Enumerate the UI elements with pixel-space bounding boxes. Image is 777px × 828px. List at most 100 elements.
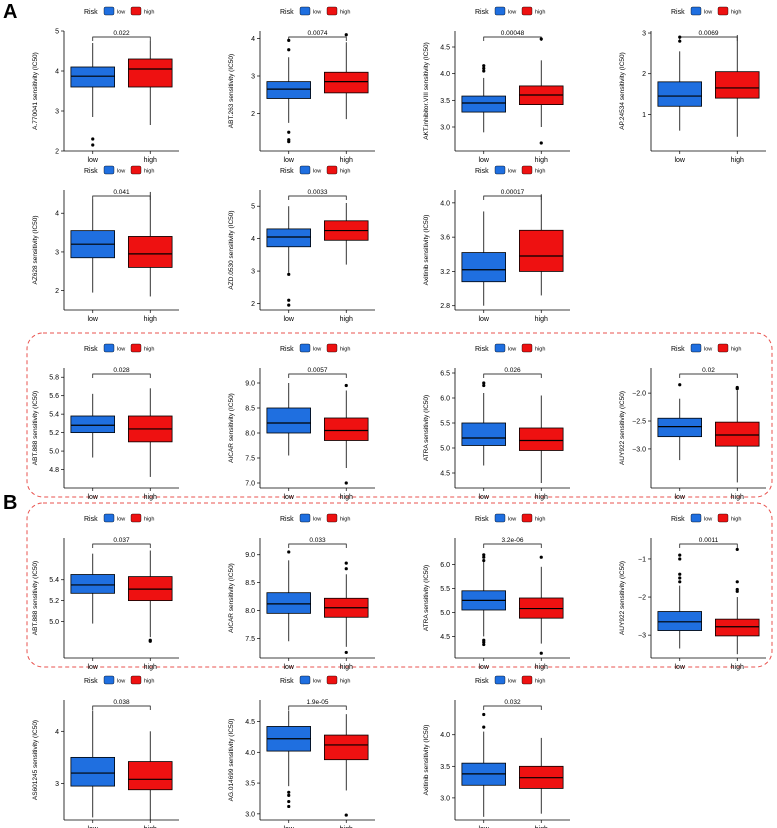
box-high (715, 35, 760, 137)
legend: Risk low high (475, 6, 545, 16)
box-body (70, 415, 116, 434)
p-value-label: 0.02 (702, 367, 715, 374)
y-tick-label: 4.0 (440, 71, 450, 78)
significance-bracket (483, 36, 542, 41)
box-low (657, 383, 703, 461)
x-tick-label: low (478, 494, 489, 501)
chart-4: Risk low high 1 2 3 AP.24534 sensitivity (IC50… (619, 6, 766, 164)
y-tick-label: 4.0 (440, 732, 450, 739)
significance-bracket (92, 543, 151, 548)
x-tick-label: high (144, 316, 157, 323)
legend-label-low: low (117, 10, 125, 16)
p-value-label: 0.032 (504, 699, 521, 706)
box-body (127, 58, 173, 88)
significance-bracket (288, 36, 347, 41)
x-tick-label: high (144, 664, 157, 671)
y-tick-label: 2 (251, 301, 255, 308)
y-axis-label: ABT.263 sensitivity (IC50) (228, 54, 235, 128)
legend-title: Risk (671, 9, 685, 16)
y-tick-label: 3.0 (440, 125, 450, 132)
y-tick-label: 2 (55, 288, 59, 295)
x-tick-label: low (674, 157, 685, 164)
x-tick-label: low (283, 316, 294, 323)
y-axis-label: AUY922 sensitivity (IC50) (619, 561, 626, 635)
x-tick-label: low (87, 664, 98, 671)
box-low (657, 553, 703, 649)
outlier-point (287, 790, 291, 794)
box-low (461, 64, 506, 133)
y-axis-label: AG.014699 sensitivity (IC50) (228, 719, 235, 802)
box-high (323, 383, 369, 485)
y-axis-label: A.770041 sensitivity (IC50) (32, 52, 39, 130)
significance-bracket (679, 543, 738, 548)
p-value-label: 0.0074 (308, 30, 328, 37)
panel-label-b: B (3, 492, 17, 514)
box-body (715, 71, 760, 99)
legend-swatch-high (326, 675, 338, 685)
x-tick-label: high (144, 494, 157, 501)
p-value-label: 0.041 (113, 189, 130, 196)
y-tick-label: −2.0 (632, 391, 646, 398)
outlier-point (287, 793, 291, 797)
box-body (323, 71, 369, 94)
y-tick-label: 5.0 (49, 619, 59, 626)
chart-9: Risk low high 7.0 7.5 8.0 8.5 9.0 AICAR sensitiv… (228, 343, 375, 501)
y-tick-label: 2 (55, 149, 59, 156)
y-tick-label: −3 (638, 633, 646, 640)
x-tick-label: high (535, 157, 548, 164)
outlier-point (735, 580, 739, 584)
outlier-point (287, 804, 291, 809)
y-tick-label: 5.0 (440, 610, 450, 617)
box-high (519, 395, 564, 483)
y-tick-label: 6.0 (440, 396, 450, 403)
box-high (519, 37, 564, 145)
box-high (323, 714, 369, 817)
legend-title: Risk (84, 346, 98, 353)
y-axis-label: AZ628 sensitivity (IC50) (32, 216, 39, 285)
y-tick-label: 2 (642, 71, 646, 78)
x-tick-label: high (731, 157, 744, 164)
outlier-point (287, 550, 291, 554)
p-value-label: 0.022 (113, 30, 130, 37)
legend-label-high: high (144, 679, 154, 685)
y-axis-label: ATRA sensitivity (IC50) (423, 395, 430, 461)
y-tick-label: 4 (55, 729, 59, 736)
y-tick-label: 8.5 (245, 580, 255, 587)
outlier-point (482, 64, 486, 68)
chart-17: Risk low high 3.0 3.5 4.0 4.5 AG.014699 sensiti… (228, 675, 375, 828)
outlier-point (344, 481, 348, 485)
box-low (461, 553, 506, 647)
y-tick-label: 3.0 (440, 795, 450, 802)
outlier-point (735, 589, 739, 593)
outlier-point (678, 580, 682, 584)
p-value-label: 0.038 (113, 699, 130, 706)
box-body (127, 236, 173, 268)
outlier-point (287, 298, 291, 302)
significance-bracket (288, 373, 347, 378)
chart-15: Risk low high −3 −2 −1 AUY922 sensitivity (IC5… (619, 513, 766, 671)
legend-swatch-high (521, 675, 533, 685)
legend-swatch-high (130, 675, 142, 685)
box-body (657, 417, 703, 438)
legend: Risk low high (280, 6, 350, 16)
legend-swatch-low (494, 6, 506, 16)
outlier-point (539, 141, 543, 145)
legend-label-low: low (508, 679, 516, 685)
x-tick-label: high (340, 316, 353, 323)
x-tick-label: high (535, 494, 548, 501)
y-axis-label: Axitinib sensitivity (IC50) (423, 725, 430, 796)
box-body (657, 81, 703, 107)
chart-18: Risk low high 3.0 3.5 4.0 Axitinib sensitivity… (423, 675, 570, 828)
y-tick-label: 3 (251, 74, 255, 81)
y-tick-label: 7.5 (245, 456, 255, 463)
significance-bracket (483, 543, 542, 548)
legend-swatch-low (103, 513, 115, 523)
legend-swatch-high (326, 513, 338, 523)
legend-title: Risk (475, 346, 489, 353)
y-tick-label: 3 (55, 109, 59, 116)
legend-label-high: high (144, 10, 154, 16)
box-body (266, 592, 311, 614)
x-tick-label: high (340, 494, 353, 501)
legend-label-high: high (144, 517, 154, 523)
y-axis-label: ABT.888 sensitivity (IC50) (32, 391, 39, 465)
